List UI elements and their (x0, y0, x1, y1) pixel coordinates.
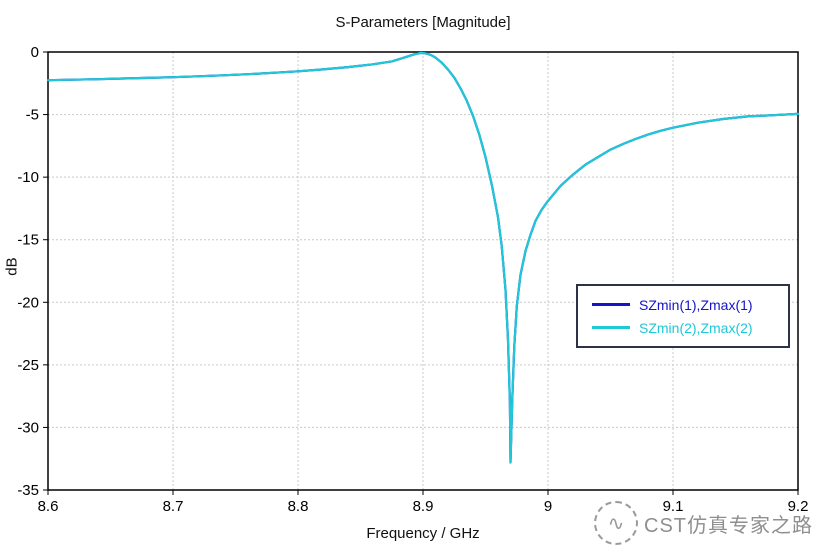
x-axis-label: Frequency / GHz (366, 525, 480, 542)
y-tick-label: -30 (17, 419, 39, 436)
x-tick-label: 9.1 (663, 498, 684, 515)
legend-label-2: SZmin(2),Zmax(2) (639, 319, 753, 336)
x-tick-label: 9 (544, 498, 552, 515)
series-curve-2 (46, 51, 800, 464)
y-tick-label: -35 (17, 482, 39, 499)
x-tick-label: 9.2 (788, 498, 809, 515)
legend-label-1: SZmin(1),Zmax(1) (639, 296, 753, 313)
watermark-text: CST仿真专家之路 (644, 514, 813, 537)
y-tick-label: -20 (17, 294, 39, 311)
chart-title: S-Parameters [Magnitude] (335, 14, 511, 31)
watermark-logo-icon: ∿ (594, 501, 638, 545)
legend-entry-1: SZmin(1),Zmax(1) (592, 293, 788, 316)
watermark: ∿ CST仿真专家之路 (594, 501, 813, 545)
x-tick-label: 8.8 (288, 498, 309, 515)
y-tick-label: -10 (17, 169, 39, 186)
x-tick-label: 8.7 (163, 498, 184, 515)
y-tick-label: -25 (17, 357, 39, 374)
x-tick-label: 8.6 (38, 498, 59, 515)
legend-line-sample-1 (592, 303, 630, 306)
y-tick-label: -5 (26, 107, 39, 124)
legend-box: SZmin(1),Zmax(1) SZmin(2),Zmax(2) (576, 284, 790, 348)
y-tick-label: 0 (31, 44, 39, 61)
legend-line-sample-2 (592, 326, 630, 329)
x-tick-label: 8.9 (413, 498, 434, 515)
y-tick-label: -15 (17, 232, 39, 249)
legend-entry-2: SZmin(2),Zmax(2) (592, 316, 788, 339)
